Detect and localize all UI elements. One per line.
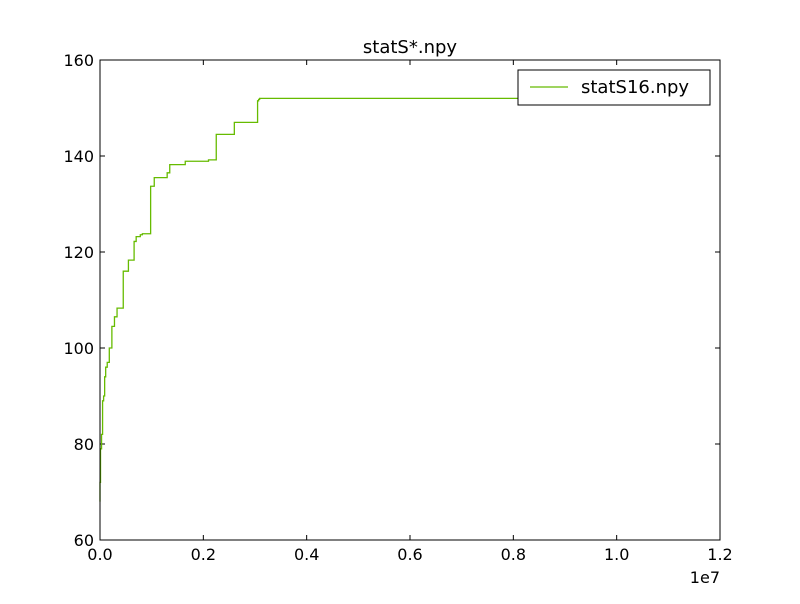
y-tick-label: 60	[74, 531, 94, 550]
x-tick-label: 0.4	[294, 545, 319, 564]
axes-frame	[99, 59, 721, 541]
x-tick-label: 0.8	[501, 545, 526, 564]
x-tick-label: 0.0	[87, 545, 112, 564]
series-lines	[99, 97, 617, 502]
y-tick-label: 100	[63, 339, 94, 358]
legend: statS16.npy	[517, 69, 711, 106]
x-tick-label: 0.6	[397, 545, 422, 564]
y-tick-label: 120	[63, 243, 94, 262]
legend-label: statS16.npy	[581, 77, 689, 98]
x-tick-label: 1.2	[707, 545, 732, 564]
y-tick-label: 140	[63, 147, 94, 166]
x-tick-label: 1.0	[604, 545, 629, 564]
series-line	[99, 97, 617, 502]
x-axis-offset-label: 1e7	[690, 568, 720, 587]
axis-ticks: 0.0 0.2 0.4 0.6 0.8 1.0 1.2 60 80 100 120 140 160	[63, 51, 732, 564]
x-tick-label: 0.2	[191, 545, 216, 564]
y-tick-label: 160	[63, 51, 94, 70]
y-tick-label: 80	[74, 435, 94, 454]
chart-title: statS*.npy	[363, 37, 458, 58]
